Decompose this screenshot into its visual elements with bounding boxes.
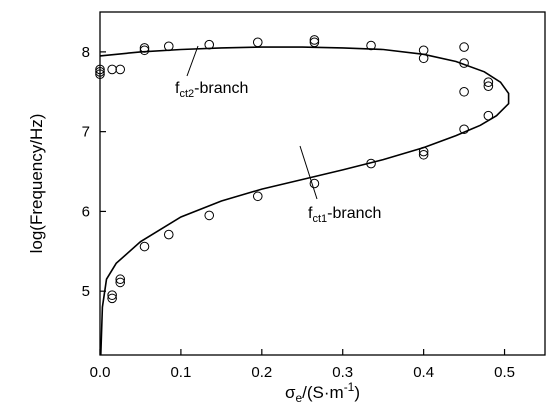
data-point — [204, 210, 215, 221]
x-tick-label: 0.0 — [90, 364, 111, 381]
ct2-suffix: -branch — [194, 80, 248, 97]
data-point — [309, 178, 320, 189]
data-point — [309, 35, 320, 45]
ct1-branch-leader — [299, 145, 318, 200]
data-point — [366, 158, 376, 169]
data-point — [163, 41, 174, 52]
data-point — [459, 58, 469, 68]
ct2-branch-label: fct2-branch — [175, 80, 248, 100]
data-point — [107, 293, 117, 304]
y-axis-title: log(Frequency/Hz) — [27, 114, 46, 254]
data-point — [252, 191, 263, 202]
ct1-suffix: -branch — [327, 205, 381, 222]
x-title-sup: -1 — [344, 380, 355, 394]
x-tick-label: 0.3 — [332, 364, 353, 381]
ct2-branch-leader — [186, 45, 199, 77]
model-curve — [99, 46, 510, 356]
y-tick-label: 6 — [82, 203, 90, 220]
data-point — [418, 146, 429, 157]
data-point — [459, 86, 469, 97]
data-point — [366, 40, 376, 51]
data-point — [139, 45, 150, 56]
x-tick-label: 0.5 — [494, 364, 515, 381]
data-point — [139, 241, 150, 252]
data-point — [95, 67, 105, 77]
model-curve-line — [99, 46, 510, 356]
ct2-sub: ct2 — [179, 88, 194, 100]
data-point — [115, 274, 126, 285]
data-point — [309, 37, 320, 48]
data-point — [483, 110, 494, 121]
data-point — [115, 277, 126, 288]
data-point — [459, 124, 469, 135]
x-tick-label: 0.1 — [170, 364, 191, 381]
ct2-main: f — [175, 80, 180, 97]
data-point — [95, 64, 105, 75]
y-tick-label: 8 — [82, 44, 90, 61]
ct1-main: f — [308, 205, 313, 222]
axes — [99, 11, 546, 356]
data-point — [139, 43, 150, 53]
x-title-sub: e — [295, 391, 302, 405]
data-point — [418, 149, 429, 160]
data-point — [115, 64, 126, 75]
ct1-branch-label: fct1-branch — [308, 205, 381, 225]
annotations: fct2-branch fct1-branch — [175, 45, 381, 225]
data-point — [107, 290, 117, 300]
data-point — [204, 39, 215, 50]
y-tick-label: 5 — [82, 283, 90, 300]
plot-frame — [99, 11, 546, 356]
x-tick-label: 0.2 — [251, 364, 272, 381]
data-point — [483, 81, 494, 91]
data-point — [483, 77, 494, 87]
data-points — [95, 35, 494, 304]
x-axis-title: σe/(S·m-1) — [285, 380, 360, 405]
ct1-sub: ct1 — [312, 213, 327, 225]
data-point — [252, 37, 263, 48]
x-title-pre: /(S·m — [302, 383, 344, 402]
data-point — [459, 42, 469, 52]
data-point — [418, 53, 429, 64]
y-tick-label: 7 — [82, 124, 90, 141]
x-tick-label: 0.4 — [413, 364, 434, 381]
ticks: 0.0 0.1 0.2 0.3 0.4 0.5 5 6 7 8 — [82, 44, 515, 381]
data-point — [95, 69, 105, 80]
data-point — [107, 64, 117, 75]
data-point — [418, 45, 429, 56]
x-title-post: ) — [354, 383, 360, 402]
data-point — [163, 229, 174, 240]
x-title-sigma: σ — [285, 383, 296, 402]
